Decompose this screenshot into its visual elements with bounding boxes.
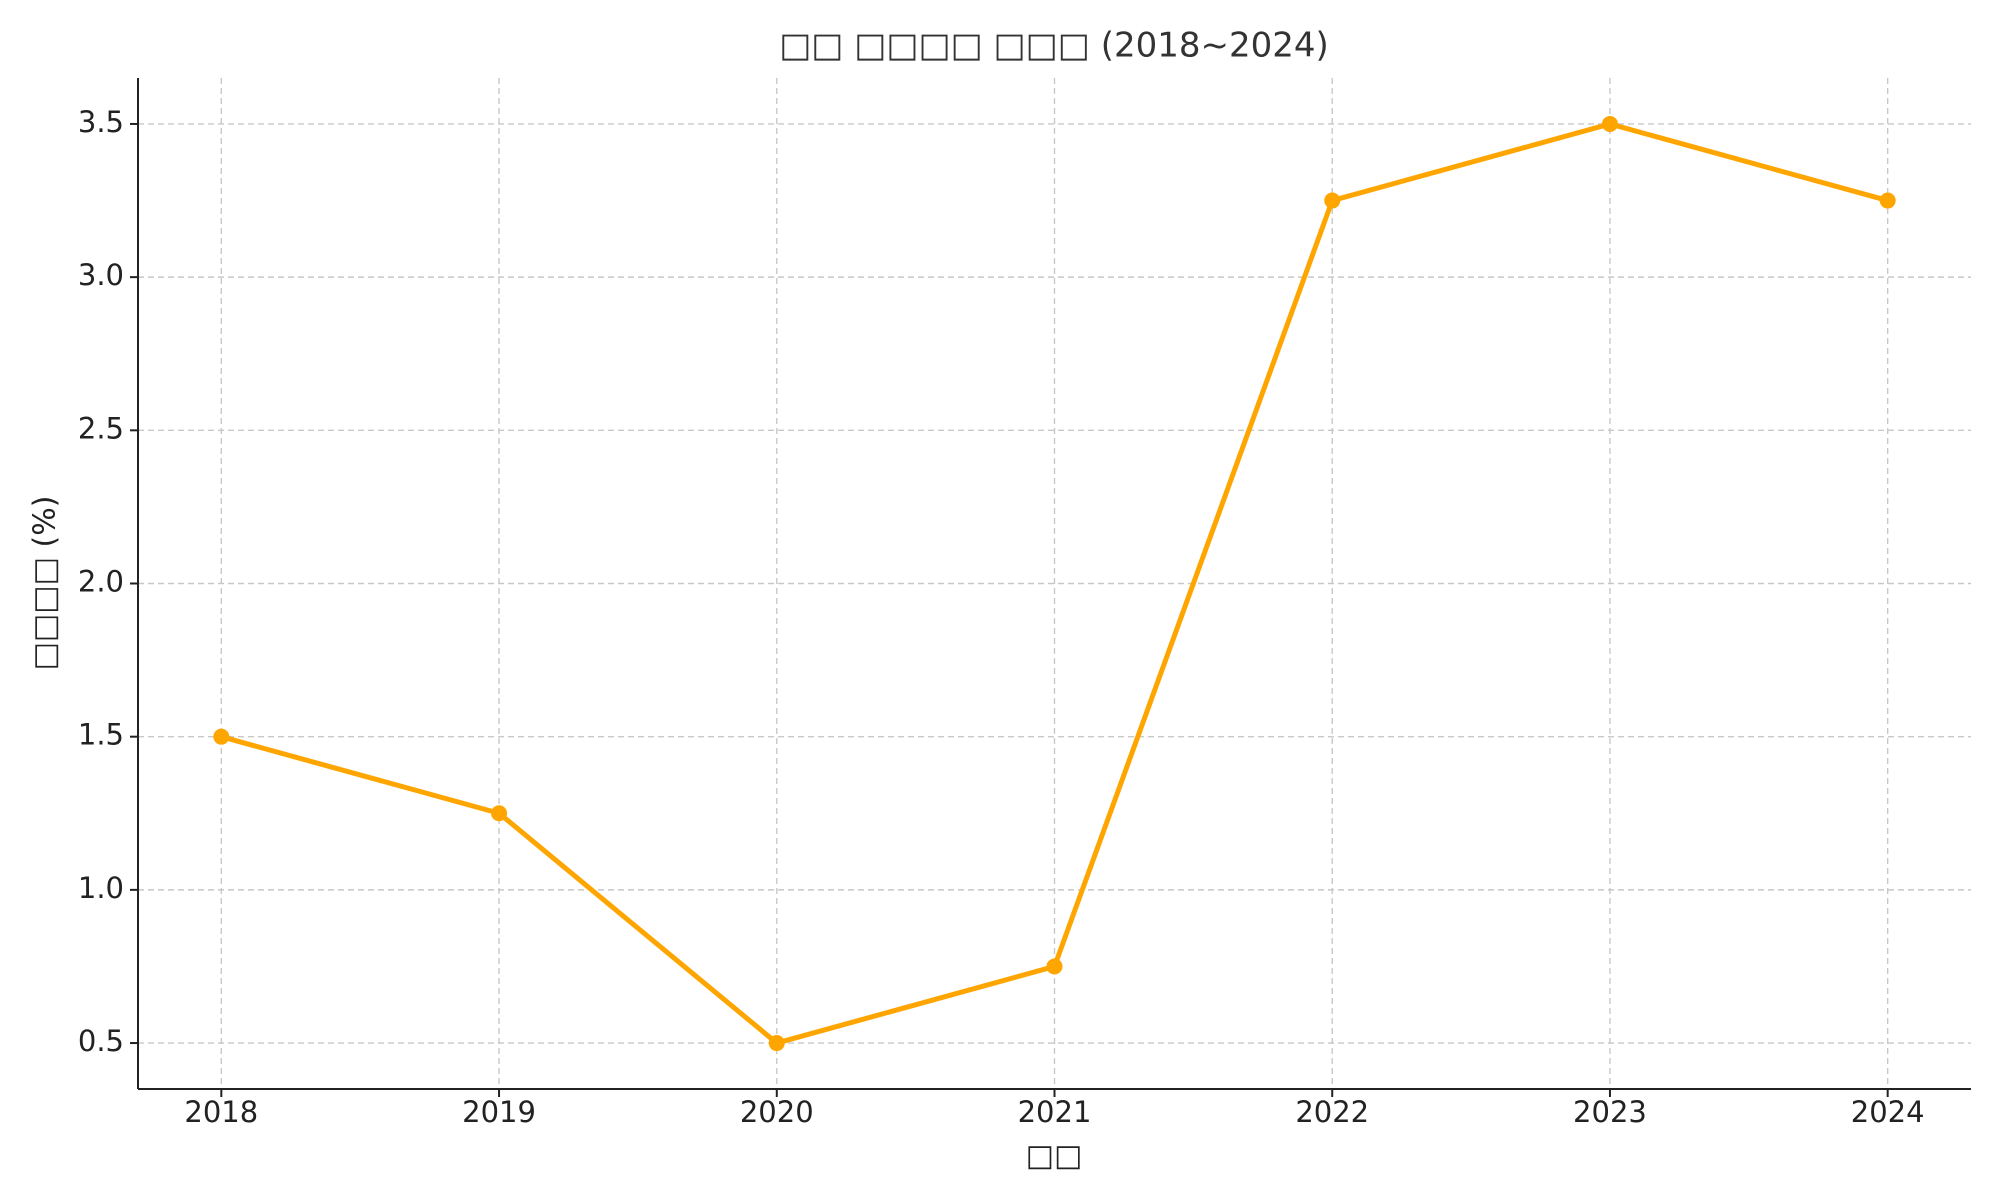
- data-point: [491, 805, 508, 822]
- y-axis-label: □□□□ (%): [28, 496, 63, 671]
- y-tick-label: 0.5: [78, 1024, 124, 1058]
- x-tick-label: 2018: [184, 1095, 258, 1129]
- x-tick-label: 2024: [1851, 1095, 1925, 1129]
- data-point: [1879, 192, 1896, 209]
- y-tick-label: 1.5: [78, 718, 124, 752]
- x-tick-label: 2021: [1018, 1095, 1092, 1129]
- x-tick-label: 2019: [462, 1095, 536, 1129]
- chart-title: □□ □□□□ □□□ (2018~2024): [779, 26, 1329, 66]
- data-point: [1324, 192, 1341, 209]
- y-tick-label: 2.5: [78, 411, 124, 445]
- data-point: [768, 1035, 785, 1052]
- y-tick-label: 2.0: [78, 565, 124, 599]
- y-tick-label: 1.0: [78, 871, 124, 905]
- x-tick-label: 2023: [1573, 1095, 1647, 1129]
- data-point: [213, 728, 230, 745]
- x-tick-label: 2020: [740, 1095, 814, 1129]
- y-tick-label: 3.0: [78, 258, 124, 292]
- data-point: [1601, 115, 1618, 132]
- y-tick-label: 3.5: [78, 105, 124, 139]
- data-point: [1046, 958, 1063, 975]
- x-tick-label: 2022: [1295, 1095, 1369, 1129]
- x-axis-label: □□: [1026, 1139, 1083, 1174]
